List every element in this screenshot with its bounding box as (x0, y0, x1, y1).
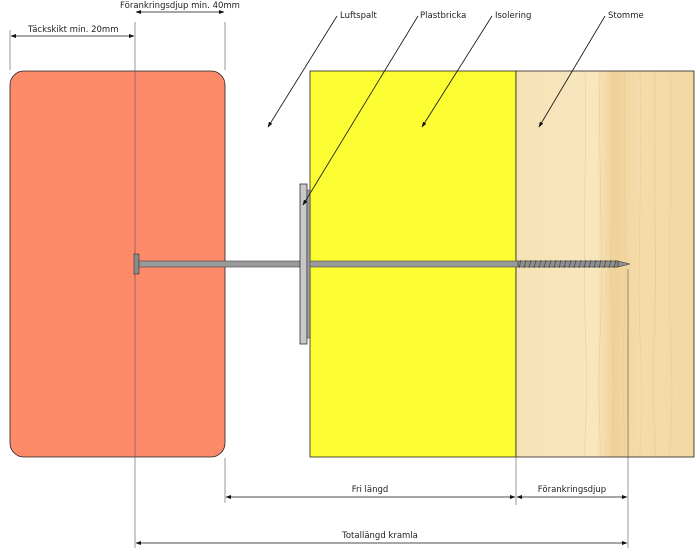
wall-tie-shank (135, 260, 519, 268)
leader-frame (538, 15, 606, 128)
label-total-length: Totallängd kramla (341, 531, 418, 541)
label-insulation: Isolering (495, 11, 531, 21)
leader-insulation (421, 15, 493, 128)
wall-tie-thread (517, 259, 631, 269)
wall-tie-head (133, 253, 140, 275)
leader-plastic-washer (302, 15, 419, 206)
label-anchor-depth-top: Förankringsdjup min. 40mm (120, 1, 240, 11)
label-anchor-depth: Förankringsdjup (538, 485, 606, 495)
label-plastic-washer: Plastbricka (420, 11, 466, 21)
label-frame: Stomme (608, 11, 644, 21)
plastic-washer (299, 183, 311, 345)
label-cover-min: Täckskikt min. 20mm (27, 25, 118, 35)
label-free-length: Fri längd (352, 485, 389, 495)
leader-air-gap (267, 15, 338, 128)
wood-grain (584, 71, 673, 457)
label-air-gap: Luftspalt (340, 11, 378, 21)
